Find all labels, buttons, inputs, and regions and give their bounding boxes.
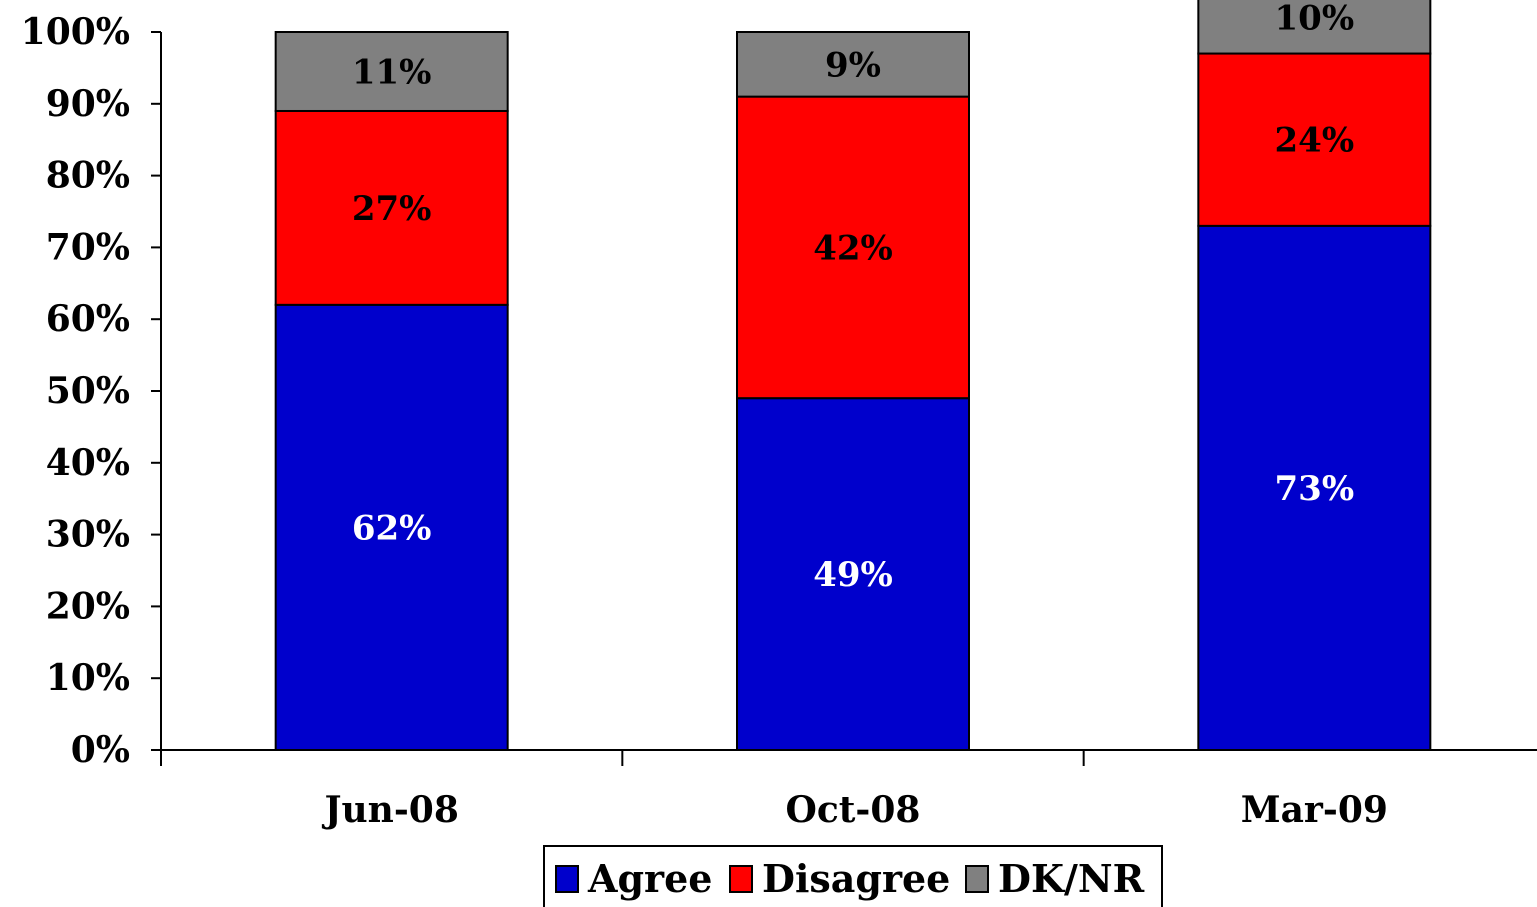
- legend-box: [543, 845, 1163, 907]
- legend-swatch-disagree: [729, 865, 753, 893]
- bars-layer: [274, 0, 1432, 752]
- y-tick-label: 50%: [46, 370, 130, 412]
- y-tick-label: 60%: [46, 298, 130, 340]
- data-label: 9%: [825, 45, 881, 85]
- x-tick-label: Oct-08: [786, 789, 921, 831]
- legend-label: DK/NR: [998, 856, 1145, 901]
- x-tick-label: Mar-09: [1241, 789, 1388, 831]
- data-label: 27%: [352, 189, 432, 229]
- y-tick-label: 30%: [46, 514, 130, 556]
- y-tick-label: 90%: [46, 83, 130, 125]
- bar-agree-jun-08: [274, 303, 509, 751]
- y-tick-label: 80%: [46, 155, 130, 197]
- bar-disagree-mar-09: [1197, 52, 1432, 227]
- data-label: 73%: [1275, 469, 1355, 509]
- bar-agree-mar-09: [1197, 224, 1432, 752]
- legend: Agree Disagree DK/NR: [543, 845, 1163, 907]
- data-label: 24%: [1275, 121, 1355, 161]
- bar-dk-nr-oct-08: [736, 31, 970, 98]
- y-tick-label: 10%: [46, 657, 130, 699]
- bar-disagree-jun-08: [274, 109, 509, 306]
- data-label: 49%: [813, 555, 893, 595]
- legend-label: Disagree: [762, 856, 950, 901]
- bar-dk-nr-mar-09: [1197, 0, 1432, 55]
- data-label: 62%: [352, 508, 432, 548]
- legend-swatch-agree: [555, 865, 579, 893]
- bar-disagree-oct-08: [736, 95, 970, 400]
- data-label: 11%: [352, 52, 432, 92]
- y-tick-label: 40%: [46, 442, 130, 484]
- y-tick-label: 20%: [46, 585, 130, 627]
- data-labels-layer: 62% 27% 11% 49% 42% 9% 73% 24% 10%: [352, 0, 1354, 595]
- bar-dk-nr-jun-08: [274, 31, 509, 112]
- bar-agree-oct-08: [736, 397, 970, 751]
- x-tick-label: Jun-08: [321, 789, 458, 831]
- data-label: 42%: [813, 228, 893, 268]
- y-tick-label: 100%: [21, 11, 130, 53]
- axes-layer: 0% 10% 20% 30% 40% 50% 60% 70% 80% 90% 100% Jun-08 O…: [21, 11, 1537, 831]
- legend-label: Agree: [587, 856, 712, 901]
- data-label: 10%: [1275, 0, 1355, 39]
- y-tick-label: 70%: [46, 226, 130, 268]
- y-tick-label: 0%: [71, 729, 130, 771]
- legend-swatch-dk-nr: [965, 865, 989, 893]
